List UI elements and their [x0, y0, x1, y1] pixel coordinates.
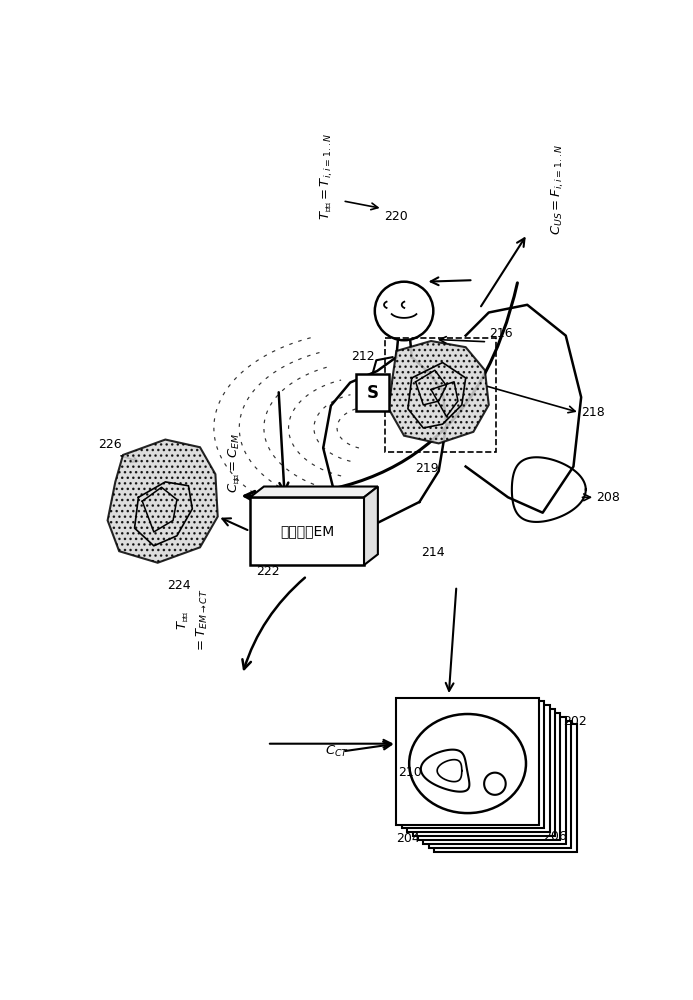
Text: $T_{配准}$
$= T_{EM \rightarrow CT}$: $T_{配准}$ $= T_{EM \rightarrow CT}$ — [175, 588, 209, 653]
Bar — [385, 338, 496, 452]
Text: 226: 226 — [98, 438, 122, 451]
Text: 218: 218 — [581, 406, 605, 419]
Text: $C_{跟踪} = C_{EM}$: $C_{跟踪} = C_{EM}$ — [226, 433, 240, 493]
Bar — [429, 721, 571, 848]
Text: $C_{US} = F_{i, i=1..N}$: $C_{US} = F_{i, i=1..N}$ — [550, 144, 566, 235]
Polygon shape — [364, 487, 378, 565]
Bar — [412, 709, 555, 836]
Bar — [434, 724, 577, 852]
Bar — [418, 713, 561, 840]
Polygon shape — [389, 341, 489, 443]
Text: 206: 206 — [543, 830, 566, 843]
Polygon shape — [107, 440, 218, 563]
Text: 跟踪系统EM: 跟踪系统EM — [280, 524, 334, 538]
Bar — [356, 374, 389, 411]
Text: 204: 204 — [396, 832, 420, 845]
Text: 214: 214 — [421, 546, 445, 559]
Text: 220: 220 — [384, 210, 407, 223]
Text: $C_{CT}$: $C_{CT}$ — [325, 744, 349, 759]
Polygon shape — [421, 750, 469, 792]
Text: $T_{跟踪} = T_{i, i=1..N}$: $T_{跟踪} = T_{i, i=1..N}$ — [319, 132, 335, 220]
Text: 216: 216 — [489, 327, 512, 340]
Bar — [402, 701, 544, 828]
Text: 219: 219 — [415, 462, 439, 475]
Text: 224: 224 — [167, 579, 191, 592]
Polygon shape — [484, 773, 506, 795]
Bar — [396, 698, 539, 825]
Text: 222: 222 — [256, 565, 280, 578]
Text: S: S — [367, 384, 378, 402]
Text: 202: 202 — [563, 715, 587, 728]
Text: 210: 210 — [398, 766, 421, 779]
Polygon shape — [250, 487, 378, 497]
Circle shape — [375, 282, 433, 340]
Bar — [423, 717, 565, 844]
Bar — [250, 497, 364, 565]
Text: 212: 212 — [351, 350, 374, 363]
Text: 208: 208 — [597, 491, 620, 504]
Bar — [407, 705, 550, 832]
Ellipse shape — [409, 714, 526, 813]
